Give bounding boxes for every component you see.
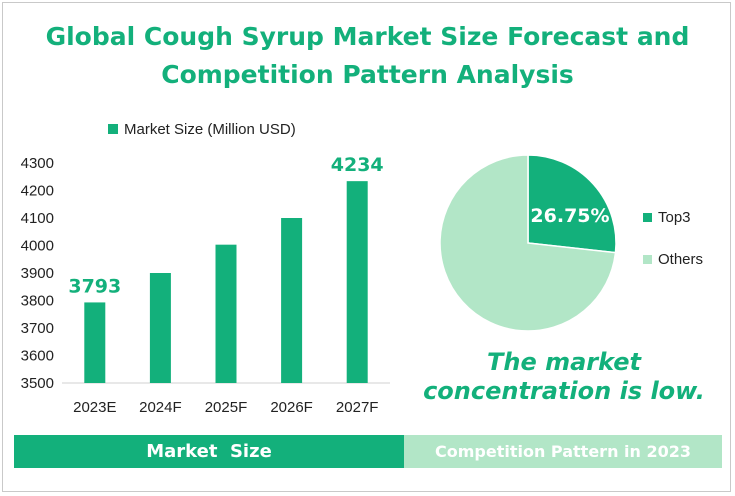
bar-2024F	[149, 273, 171, 383]
y-tick-label: 4100	[21, 210, 54, 227]
x-tick-label: 2023E	[73, 399, 116, 416]
chart-frame	[2, 2, 731, 492]
pie-slice-others	[439, 154, 617, 332]
bar-legend-label: Market Size (Million USD)	[124, 121, 296, 138]
pie-data-label: 26.75%	[530, 205, 609, 227]
bar-2026F	[281, 218, 303, 383]
pie-slice-top3	[527, 154, 617, 254]
y-tick-label: 3800	[21, 293, 54, 310]
bar-data-label: 4234	[331, 154, 384, 176]
pie-legend-swatch	[643, 255, 652, 264]
pie-legend-label: Top3	[658, 209, 691, 226]
market-size-band: Market Size	[14, 435, 404, 468]
title-line-2: Competition Pattern Analysis	[161, 60, 574, 89]
bar-2025F	[215, 244, 237, 383]
x-tick-label: 2027F	[336, 399, 379, 416]
x-tick-label: 2025F	[205, 399, 248, 416]
title-line-1: Global Cough Syrup Market Size Forecast …	[45, 22, 690, 51]
x-tick-label: 2024F	[139, 399, 182, 416]
pie-legend-label: Others	[658, 251, 703, 268]
competition-pattern-band: Competition Pattern in 2023	[404, 435, 722, 468]
y-tick-label: 3700	[21, 320, 54, 337]
y-tick-label: 4300	[21, 155, 54, 172]
concentration-note: The market concentration is low.	[423, 348, 705, 405]
page-title: Global Cough Syrup Market Size Forecast …	[0, 18, 735, 94]
bar-2027F	[346, 181, 368, 383]
y-tick-label: 4000	[21, 238, 54, 255]
bar-legend-swatch	[108, 124, 118, 134]
bar-data-label: 3793	[68, 275, 121, 297]
y-tick-label: 3900	[21, 265, 54, 282]
x-tick-label: 2026F	[270, 399, 313, 416]
bar-chart: Market Size (Million USD) 3500 3600 3700 380…	[21, 121, 390, 416]
y-tick-label: 3600	[21, 348, 54, 365]
pie-chart: 26.75% Top3 Others	[439, 154, 703, 332]
y-tick-label: 3500	[21, 375, 54, 392]
pie-legend-swatch	[643, 213, 652, 222]
y-tick-label: 4200	[21, 183, 54, 200]
bar-2023E	[84, 302, 106, 383]
